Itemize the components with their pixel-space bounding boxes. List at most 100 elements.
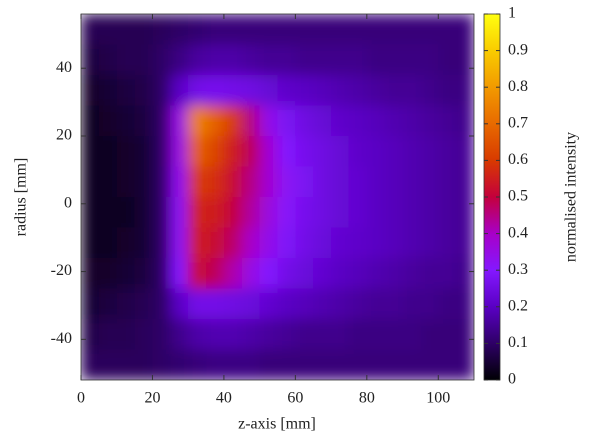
heatmap-cell: [331, 75, 350, 106]
heatmap-cell: [170, 227, 189, 259]
heatmap-cell: [313, 105, 332, 137]
heatmap-cell: [134, 258, 153, 289]
heatmap-cell: [188, 349, 207, 380]
heatmap-cell: [241, 75, 261, 106]
heatmap-cell: [241, 44, 261, 76]
colorbar-tick-label: 0: [508, 371, 516, 388]
heatmap-cell: [277, 349, 296, 380]
heatmap-cell: [438, 227, 457, 259]
heatmap-cell: [188, 319, 207, 350]
heatmap-cell: [170, 166, 189, 198]
heatmap-cell: [206, 136, 225, 167]
heatmap-cell: [259, 197, 278, 228]
colorbar-tick-label: 1: [508, 5, 516, 22]
heatmap-cell: [348, 75, 368, 106]
heatmap-cell: [456, 349, 474, 380]
heatmap-cell: [152, 288, 171, 320]
heatmap-cell: [81, 227, 100, 259]
heatmap-cell: [206, 258, 225, 289]
x-tick-label: 60: [287, 390, 303, 407]
colorbar-tick-label: 0.5: [508, 188, 528, 205]
heatmap-cell: [402, 105, 421, 137]
heatmap-cell: [116, 349, 136, 380]
heatmap-cell: [402, 288, 421, 320]
heatmap-cell: [295, 44, 314, 76]
heatmap-cell: [259, 44, 278, 76]
heatmap-cell: [134, 319, 153, 350]
heatmap-cell: [170, 288, 189, 320]
heatmap-cell: [402, 197, 421, 228]
heatmap-cell: [188, 44, 207, 76]
heatmap-cell: [98, 44, 118, 76]
heatmap-cell: [188, 197, 207, 228]
heatmap-cell: [348, 136, 368, 167]
heatmap-cell: [188, 75, 207, 106]
heatmap-cell: [331, 319, 350, 350]
heatmap-cell: [456, 258, 474, 289]
heatmap-cell: [277, 44, 296, 76]
heatmap-cell: [152, 349, 171, 380]
heatmap-cell: [366, 14, 386, 45]
heatmap-cell: [277, 258, 296, 289]
y-axis-label: radius [mm]: [13, 158, 30, 237]
heatmap-cell: [313, 75, 332, 106]
heatmap-cell: [206, 44, 225, 76]
heatmap-cell: [366, 197, 386, 228]
heatmap-cell: [241, 227, 261, 259]
heatmap-cell: [277, 166, 296, 198]
heatmap-cell: [98, 227, 118, 259]
heatmap-cell: [170, 105, 189, 137]
heatmap-cell: [116, 75, 136, 106]
heatmap-cell: [277, 227, 296, 259]
heatmap-cell: [295, 14, 314, 45]
heatmap-cell: [259, 319, 278, 350]
heatmap-cell: [456, 227, 474, 259]
heatmap-cell: [259, 166, 278, 198]
heatmap-cell: [81, 349, 100, 380]
heatmap-cell: [313, 227, 332, 259]
heatmap-cell: [366, 319, 386, 350]
y-tick-label: -20: [51, 262, 72, 279]
heatmap-cell: [152, 319, 171, 350]
heatmap-cell: [384, 166, 404, 198]
heatmap-cell: [152, 75, 171, 106]
heatmap-cell: [366, 105, 386, 137]
heatmap-cell: [98, 14, 118, 45]
heatmap-cell: [170, 258, 189, 289]
heatmap-cell: [366, 75, 386, 106]
heatmap-cell: [366, 44, 386, 76]
heatmap-cell: [402, 349, 421, 380]
heatmap-cell: [188, 166, 207, 198]
plot-frame: [80, 13, 475, 381]
heatmap-cell: [223, 349, 243, 380]
heatmap-cell: [384, 44, 404, 76]
heatmap-cell: [402, 75, 421, 106]
heatmap-cell: [81, 75, 100, 106]
heatmap-cell: [277, 105, 296, 137]
heatmap-cell: [98, 349, 118, 380]
heatmap-cell: [134, 44, 153, 76]
heatmap-cell: [438, 14, 457, 45]
heatmap-cell: [348, 44, 368, 76]
colorbar-tick-label: 0.1: [508, 334, 528, 351]
heatmap-cell: [98, 288, 118, 320]
heatmap-cell: [116, 136, 136, 167]
heatmap-cell: [188, 288, 207, 320]
heatmap-cell: [402, 319, 421, 350]
heatmap-cell: [223, 197, 243, 228]
heatmap-cell: [313, 14, 332, 45]
heatmap-cell: [223, 14, 243, 45]
heatmap-cell: [331, 105, 350, 137]
heatmap-cell: [331, 349, 350, 380]
heatmap-cell: [116, 44, 136, 76]
heatmap-cell: [206, 349, 225, 380]
heatmap-cell: [98, 136, 118, 167]
heatmap-cell: [438, 166, 457, 198]
heatmap-cell: [241, 14, 261, 45]
heatmap-cell: [331, 197, 350, 228]
heatmap-cell: [81, 136, 100, 167]
heatmap-cell: [438, 288, 457, 320]
heatmap-cell: [188, 258, 207, 289]
heatmap-cell: [420, 105, 439, 137]
